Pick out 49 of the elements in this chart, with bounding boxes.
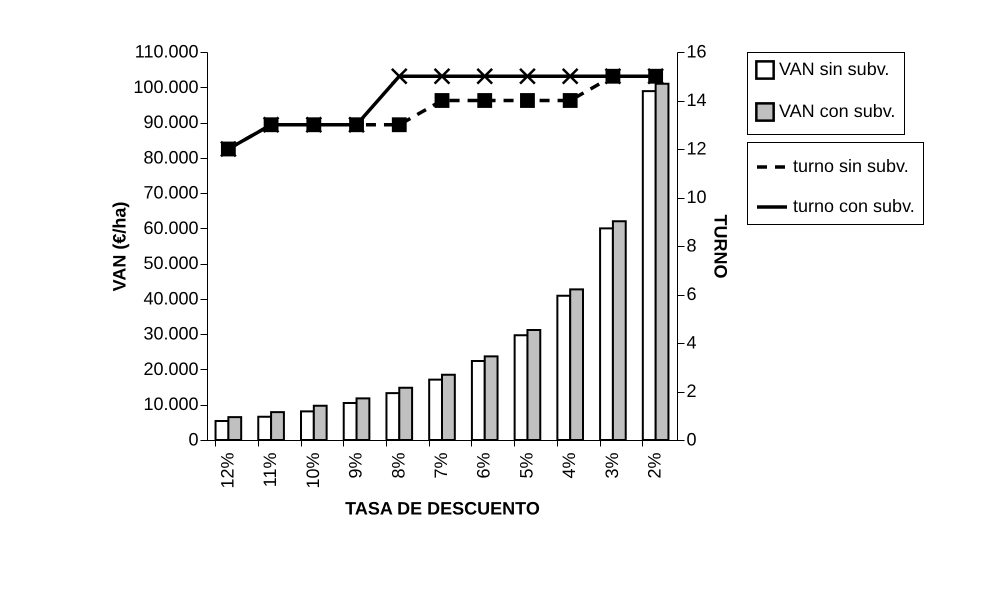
y2-tick-label: 12 <box>686 138 707 158</box>
x-axis-title: TASA DE DESCUENTO <box>345 498 540 519</box>
y2-tick-label: 2 <box>686 381 697 401</box>
x-tick-label: 6% <box>474 452 494 479</box>
y-tick-label: 20.000 <box>143 358 198 379</box>
y2-axis-title: TURNO <box>710 214 731 278</box>
y-tick-label: 110.000 <box>134 42 198 62</box>
y2-tick-label: 0 <box>686 430 697 450</box>
x-tick-label: 7% <box>431 452 451 479</box>
x-tick-label: 3% <box>602 452 622 479</box>
x-tick-label: 11% <box>260 452 280 488</box>
point <box>477 93 492 108</box>
y-tick-label: 80.000 <box>143 147 198 168</box>
y-tick-label: 70.000 <box>143 182 198 203</box>
x-tick-label: 9% <box>346 452 366 479</box>
x-tick-label: 2% <box>644 452 665 479</box>
y2-tick-label: 4 <box>686 332 697 352</box>
y-tick-label: 100.000 <box>133 76 198 97</box>
y2-tick-label: 8 <box>686 236 697 256</box>
point <box>390 68 408 85</box>
legend-label: VAN sin subv. <box>779 59 890 79</box>
legend-label: turno con subv. <box>793 196 915 216</box>
point <box>433 68 451 85</box>
y-tick-label: 40.000 <box>143 288 198 308</box>
y2-tick-label: 6 <box>686 284 697 304</box>
y-axis-title: VAN (€/ha) <box>109 202 130 292</box>
point <box>562 93 578 108</box>
x-tick-label: 12% <box>217 452 238 489</box>
x-tick-label: 10% <box>302 452 323 489</box>
x-tick-label: 4% <box>559 452 580 479</box>
point <box>562 68 579 85</box>
x-tick-label: 8% <box>388 452 408 479</box>
point <box>518 68 536 85</box>
point <box>520 93 535 108</box>
y-tick-label: 10.000 <box>143 394 198 414</box>
y-tick-label: 60.000 <box>143 218 198 238</box>
y2-tick-label: 16 <box>686 42 707 62</box>
x-tick-label: 5% <box>516 452 536 479</box>
y2-tick-label: 14 <box>686 90 707 110</box>
legend-label: turno sin subv. <box>793 156 909 176</box>
point <box>476 68 494 85</box>
y-tick-label: 50.000 <box>143 253 198 274</box>
legend-label: VAN con subv. <box>779 101 896 121</box>
y2-tick-label: 10 <box>686 187 707 207</box>
point <box>434 93 450 108</box>
y-tick-label: 90.000 <box>143 112 198 132</box>
point <box>392 117 407 132</box>
y-tick-label: 30.000 <box>143 324 198 344</box>
y-tick-label: 0 <box>188 430 198 450</box>
